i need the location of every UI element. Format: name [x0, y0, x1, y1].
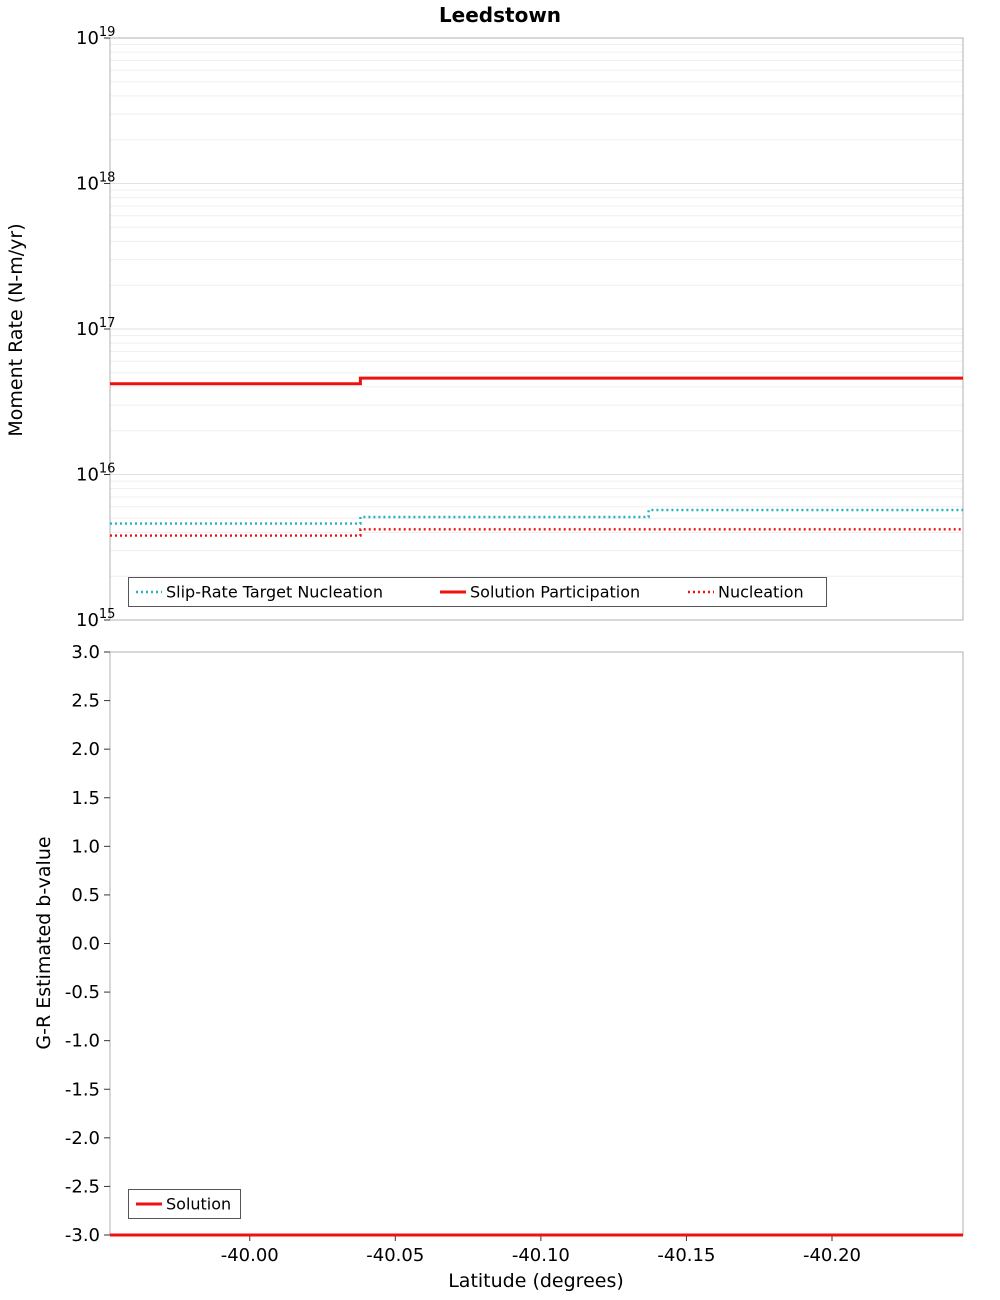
legend-label: Slip-Rate Target Nucleation — [166, 583, 383, 602]
plot-border-b-value — [109, 651, 964, 1236]
y-tick-label: -2.0 — [65, 1128, 100, 1149]
series-slip-rate-target-nucleation — [110, 508, 963, 525]
y-tick-label: 0.0 — [71, 934, 100, 955]
y-tick-label: 2.0 — [71, 739, 100, 760]
chart-render-layer: 101510161017101810193.02.52.01.51.00.50.… — [65, 25, 964, 1266]
y-tick-label: -1.0 — [65, 1031, 100, 1052]
legend-box — [128, 577, 827, 607]
x-tick-label: -40.20 — [803, 1245, 861, 1266]
y-tick-label: 3.0 — [71, 642, 100, 663]
y-tick-label: 1.0 — [71, 836, 100, 857]
y-axis-label-moment-rate: Moment Rate (N-m/yr) — [5, 223, 27, 436]
legend-label: Nucleation — [718, 583, 804, 602]
x-tick-label: -40.00 — [221, 1245, 279, 1266]
y-tick-label: -2.5 — [65, 1176, 100, 1197]
y-tick-label: 0.5 — [71, 885, 100, 906]
legend-label: Solution Participation — [470, 583, 640, 602]
y-tick-label: -1.5 — [65, 1079, 100, 1100]
y-tick-label: -0.5 — [65, 982, 100, 1003]
y-tick-label: 2.5 — [71, 691, 100, 712]
legend-label: Solution — [166, 1195, 231, 1214]
series-solution-participation — [110, 376, 963, 386]
y-axis-label-b-value: G-R Estimated b-value — [33, 836, 55, 1049]
y-tick-label: 1.5 — [71, 788, 100, 809]
series-nucleation — [110, 528, 963, 537]
x-axis-label: Latitude (degrees) — [448, 1270, 624, 1292]
y-tick-label: -3.0 — [65, 1225, 100, 1246]
x-tick-label: -40.15 — [657, 1245, 715, 1266]
chart-title: Leedstown — [439, 3, 561, 27]
y-tick-label: 1015 — [76, 607, 115, 631]
x-tick-label: -40.10 — [512, 1245, 570, 1266]
x-tick-label: -40.05 — [366, 1245, 424, 1266]
